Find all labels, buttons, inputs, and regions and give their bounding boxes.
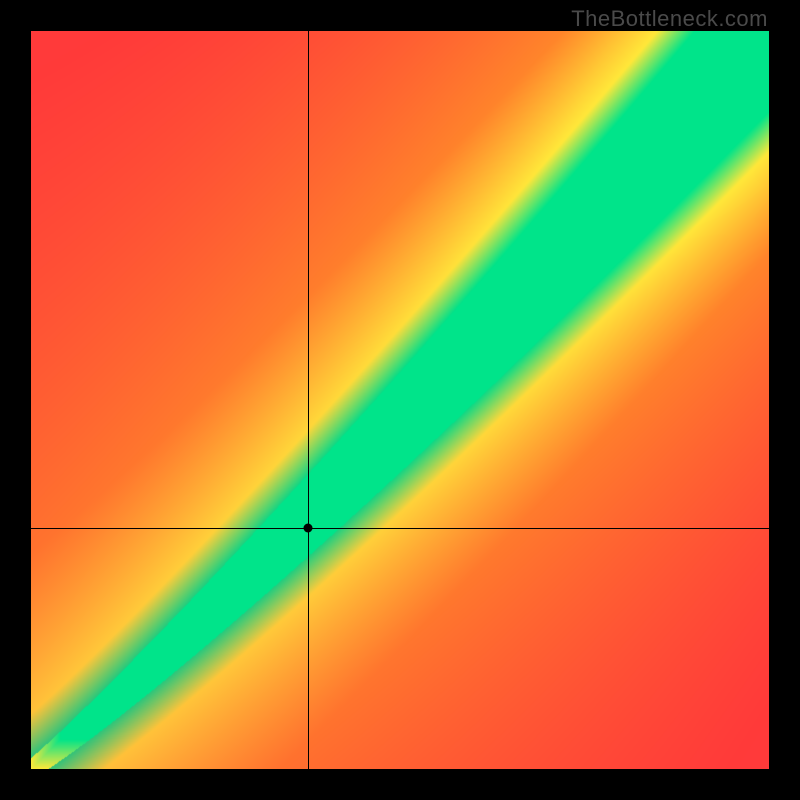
watermark-text: TheBottleneck.com xyxy=(571,6,768,32)
crosshair-marker-dot xyxy=(303,523,312,532)
crosshair-horizontal xyxy=(31,528,769,529)
plot-area xyxy=(31,31,769,769)
crosshair-vertical xyxy=(308,31,309,769)
heatmap-canvas xyxy=(31,31,769,769)
